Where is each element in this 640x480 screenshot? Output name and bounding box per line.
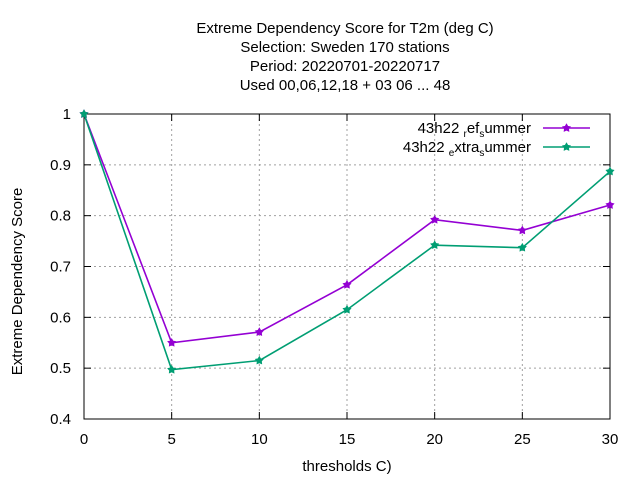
series-group [79, 109, 615, 374]
legend-item-2: 43h22 extrasummer [403, 139, 590, 159]
x-tick-label: 5 [167, 431, 175, 448]
data-point [342, 304, 352, 314]
legend-label: 43h22 extrasummer [403, 139, 531, 159]
y-tick-label: 0.8 [50, 208, 71, 225]
data-point [79, 109, 89, 118]
x-tick-label: 25 [514, 431, 531, 448]
chart-title-line-1: Extreme Dependency Score for T2m (deg C) [196, 20, 493, 37]
y-tick-label: 0.4 [50, 411, 71, 428]
data-point [167, 364, 177, 374]
y-axis-label: Extreme Dependency Score [9, 188, 26, 376]
chart-title: Extreme Dependency Score for T2m (deg C)… [196, 20, 493, 94]
data-point [430, 214, 440, 224]
data-point [605, 166, 615, 176]
x-tick-label: 15 [339, 431, 356, 448]
x-tick-label: 30 [602, 431, 619, 448]
data-point [517, 242, 527, 252]
y-tick-label: 0.7 [50, 259, 71, 276]
data-point [342, 280, 352, 289]
data-point [517, 225, 527, 235]
series-2 [79, 109, 615, 374]
x-tick-label: 10 [251, 431, 268, 448]
data-point [605, 200, 615, 209]
data-point [254, 327, 264, 336]
grid [84, 114, 610, 419]
legend-marker [561, 123, 572, 132]
y-tick-label: 0.5 [50, 360, 71, 377]
data-point [254, 355, 264, 365]
x-axis-label: thresholds C) [302, 458, 391, 475]
y-tick-label: 0.9 [50, 157, 71, 174]
ticks: 0 5 10 15 20 25 30 0.4 0.5 0.6 0.7 0.8 0.9 1 [50, 106, 618, 448]
y-tick-label: 1 [63, 106, 71, 123]
chart-title-line-3: Period: 20220701-20220717 [250, 58, 440, 75]
x-tick-label: 0 [80, 431, 88, 448]
legend-item-1: 43h22 refsummer [418, 120, 590, 140]
series-line-2 [83, 113, 611, 371]
data-point [167, 337, 177, 347]
y-tick-label: 0.6 [50, 309, 71, 326]
chart-title-line-2: Selection: Sweden 170 stations [240, 39, 449, 56]
chart-title-line-4: Used 00,06,12,18 + 03 06 ... 48 [240, 77, 451, 94]
legend-marker [561, 142, 572, 151]
x-tick-label: 20 [426, 431, 443, 448]
legend-label: 43h22 refsummer [418, 120, 531, 140]
data-point [430, 240, 440, 250]
